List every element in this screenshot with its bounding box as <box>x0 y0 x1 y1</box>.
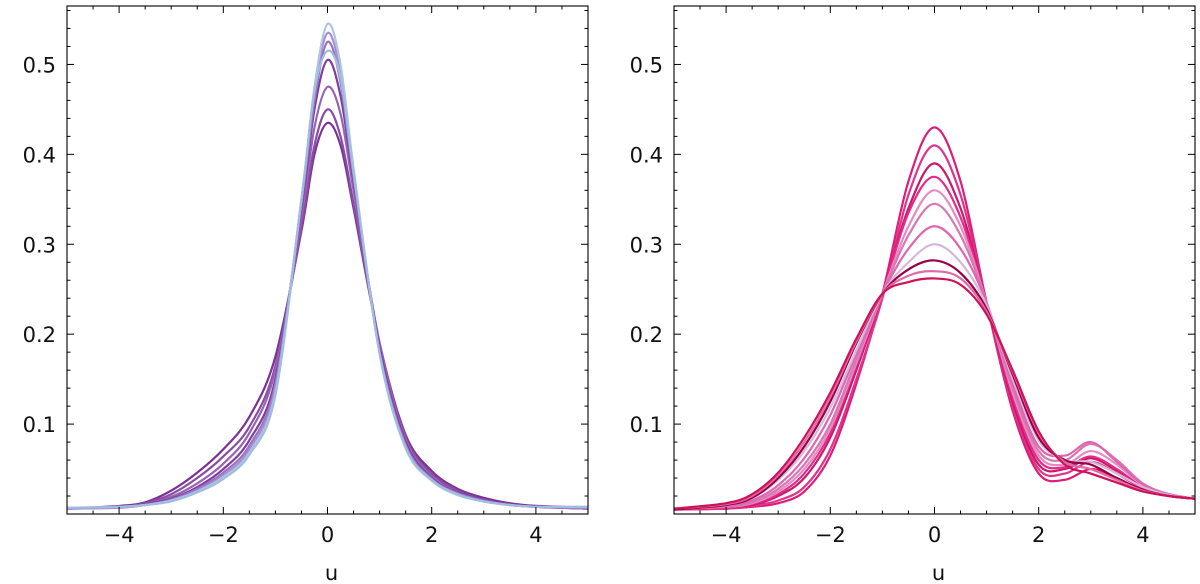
x-axis-label: u <box>932 561 945 584</box>
series-line-7 <box>67 22 588 509</box>
series-group <box>674 126 1195 511</box>
series-line-6 <box>67 31 588 510</box>
x-tick-label: 0 <box>321 523 334 547</box>
series-line-2 <box>67 108 588 510</box>
chart-panel-right: −4 −2 0 2 4 0.1 0.2 0.3 0.4 0.5 u <box>630 5 1196 584</box>
series-line-7 <box>674 225 1195 510</box>
y-tick-label: 0.3 <box>630 233 663 257</box>
series-line-5 <box>674 189 1195 510</box>
y-tick-label: 0.2 <box>23 323 56 347</box>
series-line-4 <box>67 58 588 510</box>
series-line-8 <box>67 49 588 509</box>
y-tick-label: 0.3 <box>23 233 56 257</box>
series-line-4 <box>674 175 1195 511</box>
series-line-1 <box>674 126 1195 511</box>
y-tick-label: 0.2 <box>630 323 663 347</box>
series-line-2 <box>674 144 1195 511</box>
x-tick-label: −2 <box>208 523 239 547</box>
y-tick-label: 0.4 <box>23 143 56 167</box>
series-line-11 <box>674 277 1195 510</box>
series-group <box>67 22 588 510</box>
series-line-1 <box>67 121 588 510</box>
series-line-10 <box>674 270 1195 510</box>
y-tick-label: 0.5 <box>23 53 56 77</box>
x-tick-label: 2 <box>425 523 438 547</box>
x-axis-label: u <box>325 561 338 584</box>
series-line-5 <box>67 40 588 510</box>
y-tick-label: 0.1 <box>630 413 663 437</box>
series-line-3 <box>67 85 588 510</box>
series-line-3 <box>674 162 1195 511</box>
x-tick-label: 0 <box>928 523 941 547</box>
chart-panel-left: −4 −2 0 2 4 0.1 0.2 0.3 0.4 0.5 u <box>23 5 589 584</box>
plot-frame <box>66 5 589 515</box>
x-tick-label: 2 <box>1032 523 1045 547</box>
x-tick-label: 4 <box>529 523 542 547</box>
x-tick-label: −2 <box>815 523 846 547</box>
series-line-8 <box>674 243 1195 510</box>
y-tick-label: 0.1 <box>23 413 56 437</box>
x-tick-label: −4 <box>711 523 742 547</box>
series-line-9 <box>674 259 1195 511</box>
y-tick-label: 0.5 <box>630 53 663 77</box>
x-tick-label: −4 <box>104 523 135 547</box>
x-tick-label: 4 <box>1136 523 1149 547</box>
y-tick-label: 0.4 <box>630 143 663 167</box>
